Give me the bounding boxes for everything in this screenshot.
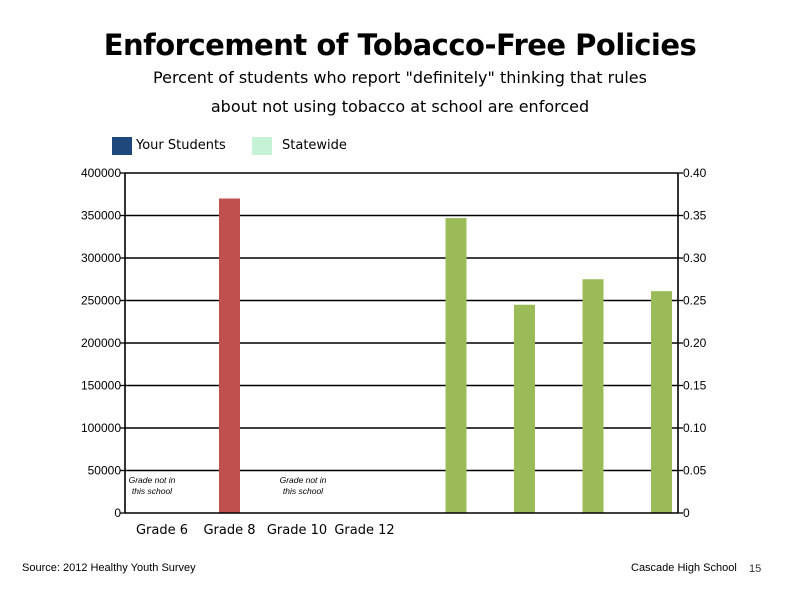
legend-swatch-statewide [252, 137, 272, 155]
school-name: Cascade High School [631, 562, 737, 574]
legend-label-statewide: Statewide [282, 138, 347, 153]
bar-series-2-3 [582, 279, 604, 513]
bar-series-2-2 [514, 304, 535, 513]
annotation-line-1: Grade not in [129, 475, 176, 485]
left-axis-tick-label: 200000 [81, 336, 121, 350]
right-axis-tick-label: 0.35 [683, 209, 707, 223]
left-axis-tick-label: 0 [114, 506, 121, 520]
right-axis-tick-label: 0.25 [683, 294, 707, 308]
x-axis-category-label: Grade 8 [203, 523, 255, 538]
left-axis-tick-label: 150000 [81, 379, 121, 393]
bar-series-1-2 [219, 198, 240, 513]
annotation-line-2: this school [132, 486, 173, 496]
legend-label-your-students: Your Students [136, 138, 226, 153]
right-axis-tick-label: 0.05 [683, 464, 707, 478]
right-axis-tick-label: 0.10 [683, 421, 707, 435]
annotation-line-2: this school [283, 486, 324, 496]
left-axis-tick-label: 350000 [81, 209, 121, 223]
x-axis-category-label: Grade 10 [267, 523, 327, 538]
bar-series-2-4 [651, 291, 672, 513]
bar-series-2-1 [445, 218, 467, 514]
x-axis-category-label: Grade 6 [136, 523, 188, 538]
x-axis-category-label: Grade 12 [334, 523, 394, 538]
left-axis-tick-label: 50000 [88, 464, 122, 478]
right-axis-tick-label: 0.15 [683, 379, 707, 393]
right-axis-tick-label: 0.30 [683, 251, 707, 265]
source-note: Source: 2012 Healthy Youth Survey [22, 562, 196, 574]
right-axis-tick-label: 0.20 [683, 336, 707, 350]
annotation-line-1: Grade not in [280, 475, 327, 485]
left-axis-tick-label: 400000 [81, 166, 121, 180]
left-axis-tick-label: 250000 [81, 294, 121, 308]
chart-subtitle-line-1: Percent of students who report "definite… [153, 68, 647, 87]
legend-swatch-your-students [112, 137, 132, 155]
page-number: 15 [749, 563, 762, 575]
right-axis-tick-label: 0 [683, 506, 690, 520]
right-axis-tick-label: 0.40 [683, 166, 707, 180]
left-axis-tick-label: 300000 [81, 251, 121, 265]
left-axis-tick-label: 100000 [81, 421, 121, 435]
chart-title: Enforcement of Tobacco-Free Policies [103, 28, 697, 62]
chart-subtitle-line-2: about not using tobacco at school are en… [210, 97, 590, 116]
